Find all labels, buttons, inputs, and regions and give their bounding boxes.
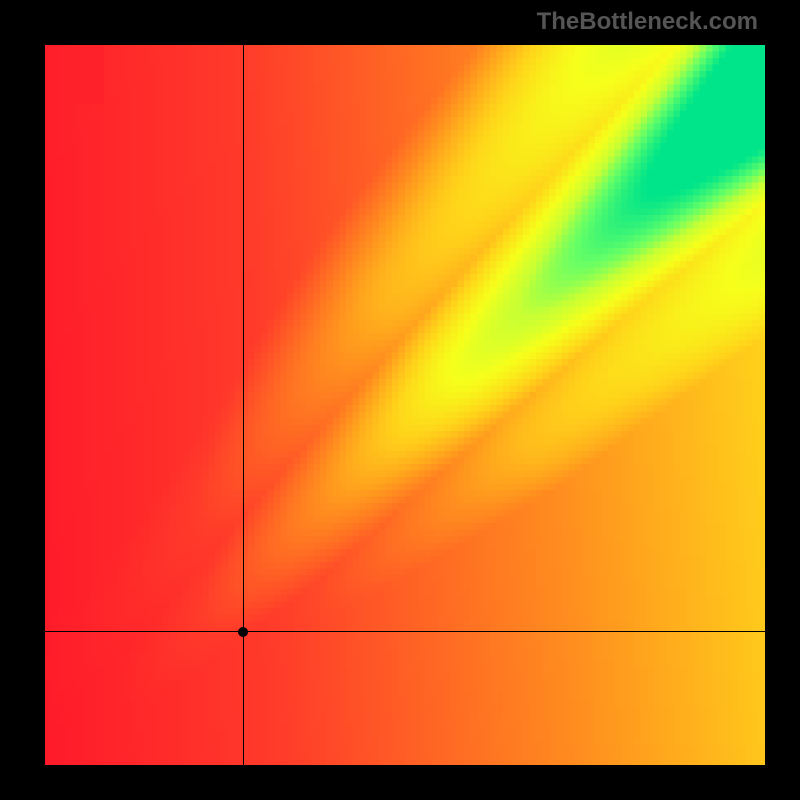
crosshair-horizontal bbox=[45, 631, 765, 632]
heatmap-canvas bbox=[45, 45, 765, 765]
watermark-text: TheBottleneck.com bbox=[537, 8, 758, 36]
chart-container: TheBottleneck.com bbox=[0, 0, 800, 800]
marker-dot bbox=[238, 627, 248, 637]
crosshair-vertical bbox=[243, 45, 244, 765]
